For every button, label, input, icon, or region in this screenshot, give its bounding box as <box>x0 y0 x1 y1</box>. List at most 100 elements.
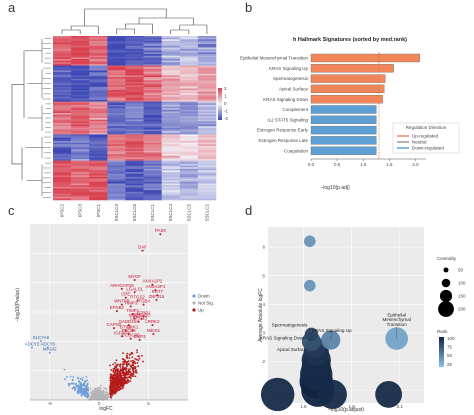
volcano-point-up <box>131 373 134 376</box>
bubble-point <box>260 377 295 412</box>
heatmap-cell <box>143 193 162 196</box>
heatmap-cell <box>197 157 217 160</box>
volcano-point-up <box>122 384 125 387</box>
volcano-frame <box>30 224 188 400</box>
hallmark-bar <box>310 115 377 124</box>
volcano-point-down <box>77 386 80 389</box>
volcano-point-up <box>115 310 118 313</box>
heatmap-cell <box>107 65 126 68</box>
volcano-point-up <box>110 383 113 386</box>
heatmap-cell <box>53 109 72 112</box>
heatmap-cell <box>71 193 90 196</box>
heatmap-cell <box>71 145 90 148</box>
heatmap-cell <box>161 183 181 186</box>
volcano-point-up <box>151 283 154 286</box>
heatmap-cell <box>179 111 199 114</box>
heatmap-cell <box>179 140 199 143</box>
heatmap-cell <box>125 45 144 48</box>
volcano-point-up <box>113 383 115 386</box>
heatmap-cell <box>107 63 126 66</box>
heatmap-cell <box>53 188 72 191</box>
heatmap-cell <box>143 57 162 60</box>
heatmap-cell <box>107 191 126 194</box>
heatmap-cell <box>89 116 108 119</box>
heatmap-cell <box>71 109 90 112</box>
volcano-point-up <box>114 366 117 369</box>
volcano-point-up <box>123 376 125 379</box>
heatmap-cell <box>143 96 162 99</box>
volcano-point-down <box>83 381 86 384</box>
heatmap-column-label: SSCLC2 <box>204 204 209 222</box>
heatmap-cell <box>143 109 162 112</box>
volcano-gene-label-down: SLC7A8 <box>33 335 50 340</box>
heatmap-cell <box>107 149 126 152</box>
heatmap-cell <box>143 98 162 101</box>
heatmap-cell <box>161 157 181 160</box>
heatmap-cell <box>125 131 144 134</box>
heatmap-cell <box>161 65 181 68</box>
heatmap-cell <box>107 155 126 158</box>
heatmap-cell <box>197 155 217 158</box>
heatmap-cell <box>143 54 162 56</box>
bubble-label-line: Epithelial <box>387 313 406 318</box>
heatmap-cell <box>53 163 72 166</box>
volcano-point-down <box>48 351 51 354</box>
heatmap-cell <box>71 127 90 130</box>
heatmap-cell <box>89 175 108 178</box>
volcano-point-up <box>137 359 140 362</box>
heatmap-cell <box>161 149 181 152</box>
volcano-point-down <box>74 389 76 392</box>
heatmap-cell <box>197 103 217 106</box>
heatmap-cell <box>143 145 162 148</box>
heatmap-cell <box>89 145 108 148</box>
heatmap-cell <box>89 190 108 193</box>
heatmap-cell <box>197 45 217 48</box>
heatmap-cell <box>179 193 199 196</box>
volcano-point-down <box>86 394 89 397</box>
volcano-point-up <box>111 380 114 383</box>
heatmap-cell <box>143 173 162 176</box>
heatmap-cell <box>125 178 144 181</box>
heatmap-cell <box>125 152 144 155</box>
heatmap-cell <box>143 37 162 40</box>
volcano-point-notsig <box>90 391 92 394</box>
heatmap-cell <box>107 44 126 47</box>
heatmap-cell <box>71 150 90 153</box>
volcano-point-notsig <box>100 387 102 389</box>
bubble-background <box>268 227 424 403</box>
heatmap-cell <box>107 114 126 117</box>
heatmap-cell <box>179 167 199 170</box>
heatmap-cell <box>107 137 126 140</box>
heatmap-cell <box>179 95 199 97</box>
heatmap-column-label: SSCLC1 <box>150 204 155 222</box>
bubble-point <box>317 379 347 410</box>
heatmap-cell <box>125 175 144 178</box>
heatmap-cell <box>179 136 199 138</box>
hallmark-label: Estrogen Response Early <box>257 128 309 133</box>
heatmap-cell <box>161 172 181 175</box>
heatmap-cell <box>71 101 90 104</box>
volcano-point-up <box>132 371 135 374</box>
heatmap-cell <box>71 113 90 116</box>
heatmap-cell <box>53 165 72 168</box>
heatmap-cell <box>71 159 90 161</box>
heatmap-cell <box>161 44 181 47</box>
hallmark-label: Estrogen Response Late <box>258 138 308 143</box>
heatmap-cell <box>125 193 144 196</box>
heatmap-cell <box>125 188 144 191</box>
volcano-point-up <box>140 317 143 320</box>
heatmap-cell <box>71 72 90 75</box>
heatmap-cell <box>179 108 199 111</box>
heatmap-cell <box>89 113 108 116</box>
volcano-point-up <box>116 389 119 392</box>
heatmap-cell <box>125 36 144 38</box>
heatmap-cell <box>197 114 217 117</box>
heatmap-cell <box>179 80 199 83</box>
volcano-point-down <box>76 392 79 394</box>
volcano-point-up <box>119 364 121 367</box>
heatmap-cell <box>107 70 126 73</box>
heatmap-cell <box>89 99 108 102</box>
volcano-point-down <box>71 378 74 381</box>
volcano-point-up <box>133 291 136 294</box>
heatmap-cell <box>125 50 144 53</box>
